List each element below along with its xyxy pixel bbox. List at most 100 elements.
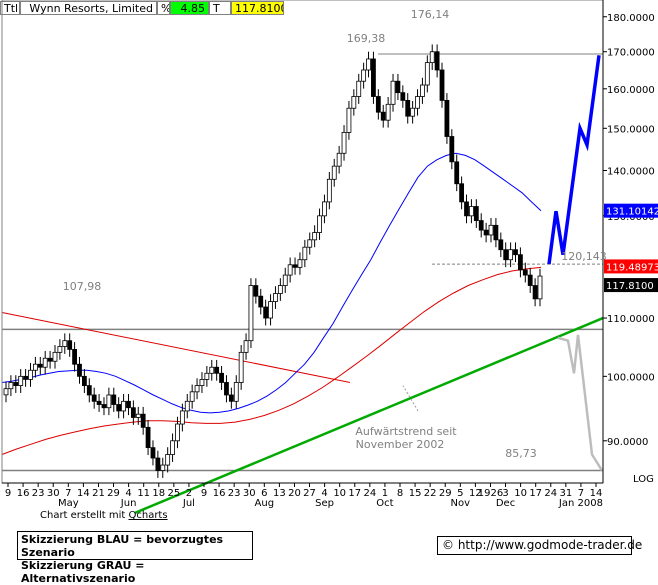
candle-body bbox=[189, 391, 195, 402]
x-tick-label: 4 bbox=[125, 488, 131, 499]
price-badge bbox=[604, 203, 658, 218]
candle-body bbox=[375, 96, 381, 113]
x-tick-label: 15 bbox=[409, 488, 422, 499]
x-tick-label: 22 bbox=[424, 488, 437, 499]
candle-body bbox=[522, 269, 528, 276]
plot-frame bbox=[1, 0, 604, 484]
note-blue: Skizzierung BLAU = bevorzugtes Szenario bbox=[21, 533, 224, 559]
candle-body bbox=[518, 254, 523, 271]
candle-body bbox=[62, 340, 68, 347]
x-tick-label: 12 bbox=[469, 488, 482, 499]
scenarios bbox=[547, 55, 604, 472]
candle-body bbox=[170, 440, 175, 455]
candle-body bbox=[194, 385, 200, 393]
x-tick-label: 27 bbox=[303, 488, 316, 499]
candle-body bbox=[86, 385, 92, 396]
credit-link[interactable]: Qcharts bbox=[128, 510, 168, 521]
chart-credit: Chart erstellt mit Qcharts bbox=[40, 510, 168, 521]
candle-body bbox=[47, 357, 53, 362]
x-tick-label: 13 bbox=[273, 488, 286, 499]
labels: 176,14 169,38 107,98 120,143 85,73 Aufwärtstr… bbox=[63, 8, 658, 460]
month-label: Jun bbox=[120, 498, 137, 509]
candle-body bbox=[439, 69, 445, 101]
price-badge bbox=[604, 259, 658, 274]
candle-body bbox=[508, 249, 514, 261]
x-tick-label: 23 bbox=[32, 488, 45, 499]
x-tick-label: 10 bbox=[333, 488, 346, 499]
log-scale-label: LOG bbox=[633, 474, 654, 485]
candle-body bbox=[106, 394, 112, 409]
candle-body bbox=[243, 340, 249, 353]
candle-body bbox=[307, 239, 313, 248]
candle-body bbox=[214, 366, 220, 374]
candle-body bbox=[77, 363, 82, 377]
candle-body bbox=[57, 346, 63, 353]
candle-body bbox=[224, 382, 229, 396]
y-tick-label: 140.0000 bbox=[607, 167, 655, 178]
candle-body bbox=[277, 285, 283, 294]
candle-body bbox=[287, 264, 293, 276]
candle-body bbox=[140, 413, 146, 428]
x-tick-label: 30 bbox=[243, 488, 256, 499]
x-tick-label: 31 bbox=[559, 488, 572, 499]
y-tick-label: 170.0000 bbox=[607, 48, 655, 59]
price-badge bbox=[604, 278, 658, 293]
candle-body bbox=[420, 84, 425, 97]
x-tick-label: 1926 bbox=[478, 488, 503, 499]
candle-body bbox=[263, 306, 269, 319]
candle-body bbox=[341, 131, 347, 154]
annotation-high: 176,14 bbox=[411, 8, 450, 21]
header-t-symbol: T bbox=[209, 1, 231, 15]
x-tick-label: 29 bbox=[439, 488, 452, 499]
candle-body bbox=[469, 206, 474, 217]
candle-body bbox=[322, 201, 327, 217]
candle-body bbox=[405, 99, 411, 117]
x-tick-label: 4 bbox=[321, 488, 327, 499]
candle-body bbox=[32, 363, 38, 371]
month-label: May bbox=[58, 498, 79, 509]
candle-body bbox=[52, 351, 58, 362]
candle-body bbox=[165, 454, 171, 466]
x-tick-label: 23 bbox=[228, 488, 241, 499]
y-tick-label: 110.0000 bbox=[607, 314, 655, 325]
header-prefix: Ttl bbox=[0, 1, 20, 15]
x-tick-label: 25 bbox=[167, 488, 180, 499]
x-tick-label: 10 bbox=[514, 488, 527, 499]
candle-body bbox=[8, 382, 14, 390]
candle-body bbox=[96, 400, 102, 405]
candle-body bbox=[444, 99, 450, 137]
scenario-blue-path bbox=[547, 55, 601, 265]
downtrend-line bbox=[1, 312, 351, 383]
candle-body bbox=[268, 301, 273, 319]
candle-body bbox=[273, 293, 278, 302]
candle-body bbox=[209, 366, 215, 374]
candle-body bbox=[424, 62, 430, 86]
candle-body bbox=[179, 410, 185, 425]
candle-body bbox=[13, 382, 19, 386]
axes: 180.0000 170.0000 160.0000 150.0000 140.0000… bbox=[1, 0, 655, 509]
candle-body bbox=[204, 372, 210, 380]
annotation-level: 120,143 bbox=[561, 250, 607, 263]
candle-body bbox=[126, 400, 131, 409]
candle-body bbox=[390, 80, 396, 105]
candle-body bbox=[537, 275, 543, 300]
x-tick-label: 18 bbox=[152, 488, 165, 499]
x-tick-label: 7 bbox=[578, 488, 584, 499]
candle-body bbox=[429, 51, 435, 64]
credit-prefix: Chart erstellt mit bbox=[40, 510, 129, 521]
candle-body bbox=[3, 388, 9, 396]
candle-body bbox=[371, 58, 376, 97]
candle-body bbox=[361, 69, 367, 82]
x-tick-label: 14 bbox=[590, 488, 603, 499]
copyright-link[interactable]: © http://www.godmode-trader.de bbox=[437, 536, 642, 555]
annotation-level: 85,73 bbox=[505, 447, 537, 460]
candle-body bbox=[351, 96, 357, 109]
candle-body bbox=[91, 394, 97, 402]
candle-body bbox=[493, 224, 499, 241]
header-price: 117.8100 bbox=[231, 1, 284, 15]
candle-body bbox=[116, 404, 122, 412]
candle-body bbox=[380, 111, 386, 121]
candle-body bbox=[72, 349, 77, 365]
candle-body bbox=[312, 232, 318, 241]
candle-body bbox=[282, 274, 288, 286]
